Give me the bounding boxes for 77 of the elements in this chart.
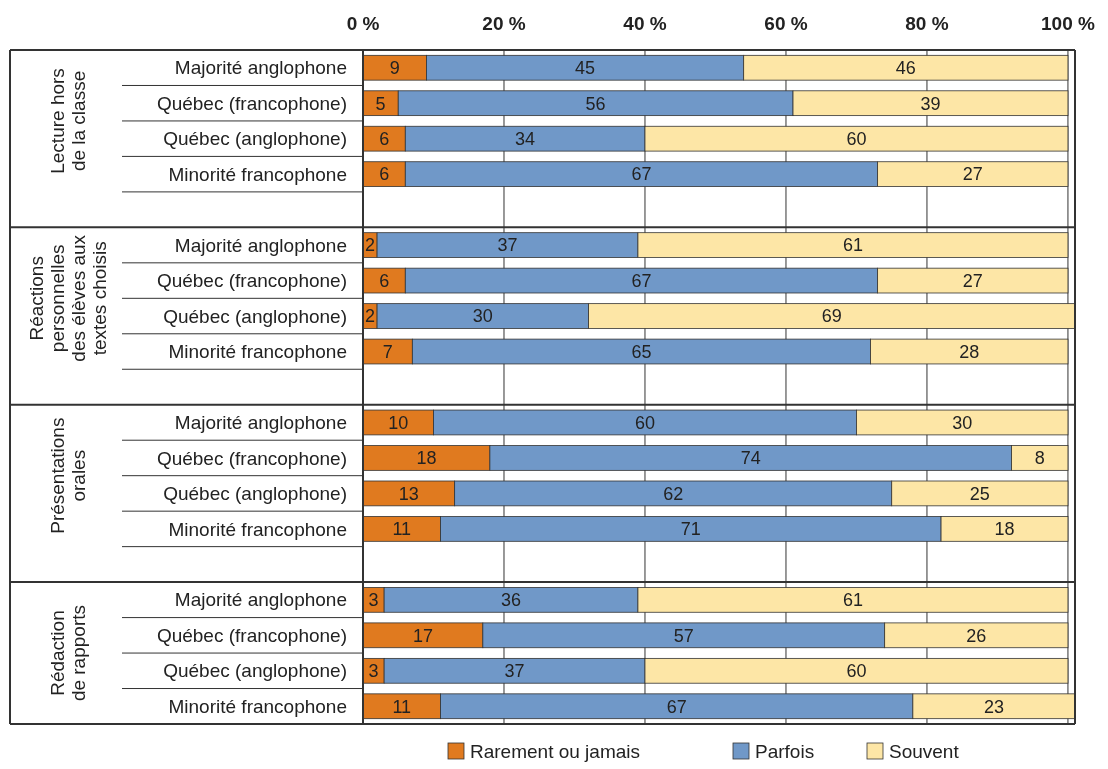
data-label: 65 xyxy=(631,341,652,362)
y-tick-label: Québec (anglophone) xyxy=(163,660,347,682)
legend-label: Souvent xyxy=(889,740,960,762)
data-label: 7 xyxy=(382,341,393,362)
data-label: 34 xyxy=(515,128,536,149)
data-label: 27 xyxy=(962,270,983,291)
data-label: 74 xyxy=(740,448,761,469)
y-tick-label: Majorité anglophone xyxy=(174,234,347,256)
y-tick-label: Québec (francophone) xyxy=(156,624,347,646)
y-tick-label: Minorité francophone xyxy=(168,695,347,717)
y-tick-label: Québec (francophone) xyxy=(156,447,347,469)
data-label: 17 xyxy=(412,625,433,646)
data-label: 37 xyxy=(497,235,518,256)
data-label: 67 xyxy=(666,696,687,717)
data-label: 30 xyxy=(952,412,973,433)
legend-label: Parfois xyxy=(755,740,815,762)
data-label: 23 xyxy=(983,696,1004,717)
x-tick-label: 20 % xyxy=(482,13,526,34)
y-tick-label: Minorité francophone xyxy=(168,341,347,363)
data-label: 57 xyxy=(673,625,694,646)
y-tick-label: Québec (francophone) xyxy=(156,92,347,114)
data-label: 10 xyxy=(388,412,409,433)
x-tick-label: 100 % xyxy=(1041,13,1095,34)
text: Réactions personnelles des élèves aux textes choisis xyxy=(26,234,111,362)
y-tick-label: Québec (anglophone) xyxy=(163,128,347,150)
data-label: 36 xyxy=(501,590,522,611)
x-tick-label: 80 % xyxy=(905,13,949,34)
data-label: 6 xyxy=(379,270,390,291)
text: Rédaction de rapports xyxy=(47,604,90,702)
data-label: 60 xyxy=(846,661,867,682)
x-tick-label: 60 % xyxy=(764,13,808,34)
y-tick-label: Majorité anglophone xyxy=(174,589,347,611)
data-label: 67 xyxy=(631,270,652,291)
data-label: 2 xyxy=(365,306,376,327)
y-tick-label: Québec (francophone) xyxy=(156,270,347,292)
y-tick-label: Minorité francophone xyxy=(168,163,347,185)
data-label: 46 xyxy=(895,58,916,79)
data-label: 9 xyxy=(389,58,400,79)
data-label: 71 xyxy=(680,519,701,540)
y-tick-label: Majorité anglophone xyxy=(174,412,347,434)
data-label: 45 xyxy=(575,58,596,79)
legend-label: Rarement ou jamais xyxy=(470,740,641,762)
data-label: 6 xyxy=(379,164,390,185)
data-label: 2 xyxy=(365,235,376,256)
data-label: 25 xyxy=(969,483,990,504)
data-label: 3 xyxy=(368,661,379,682)
x-tick-label: 0 % xyxy=(346,13,380,34)
data-label: 5 xyxy=(375,93,386,114)
y-tick-label: Minorité francophone xyxy=(168,518,347,540)
y-tick-label: Québec (anglophone) xyxy=(163,483,347,505)
data-label: 13 xyxy=(398,483,419,504)
data-label: 61 xyxy=(842,235,863,256)
data-label: 18 xyxy=(994,519,1015,540)
data-label: 69 xyxy=(821,306,842,327)
data-label: 28 xyxy=(959,341,980,362)
data-label: 61 xyxy=(842,590,863,611)
y-tick-label: Québec (anglophone) xyxy=(163,305,347,327)
text: Présentations orales xyxy=(47,417,90,534)
data-label: 8 xyxy=(1034,448,1045,469)
data-label: 39 xyxy=(920,93,941,114)
data-label: 67 xyxy=(631,164,652,185)
data-label: 62 xyxy=(663,483,684,504)
x-tick-label: 40 % xyxy=(623,13,667,34)
data-label: 37 xyxy=(504,661,525,682)
data-label: 26 xyxy=(966,625,987,646)
data-label: 56 xyxy=(585,93,606,114)
data-label: 3 xyxy=(368,590,379,611)
data-label: 6 xyxy=(379,128,390,149)
data-label: 27 xyxy=(962,164,983,185)
data-label: 11 xyxy=(392,696,412,717)
data-label: 60 xyxy=(846,128,867,149)
data-label: 18 xyxy=(416,448,437,469)
y-tick-label: Majorité anglophone xyxy=(174,57,347,79)
data-label: 11 xyxy=(392,519,412,540)
text: Lecture hors de la classe xyxy=(47,68,90,174)
data-label: 30 xyxy=(472,306,493,327)
data-label: 60 xyxy=(634,412,655,433)
